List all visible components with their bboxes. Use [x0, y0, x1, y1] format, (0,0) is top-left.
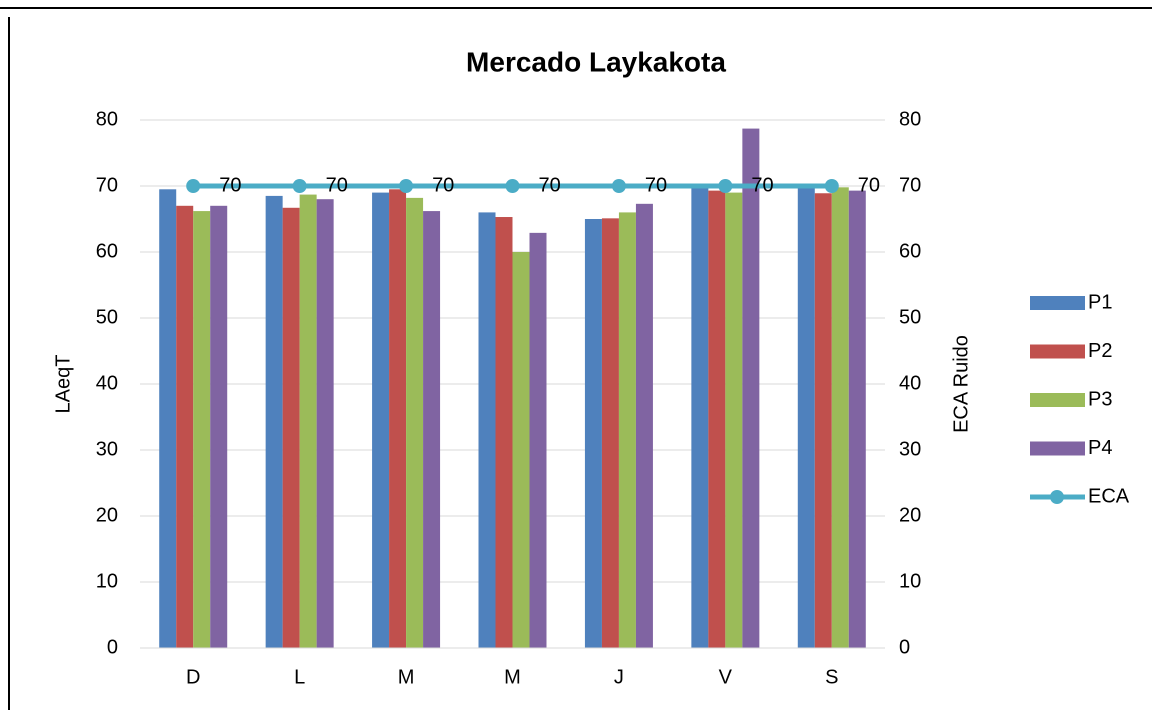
y-tick-label: 80: [96, 108, 118, 130]
legend-label: P4: [1088, 437, 1112, 459]
y2-tick-label: 0: [899, 636, 910, 658]
data-label: 70: [539, 174, 561, 196]
y-axis-title: LAeqT: [52, 355, 74, 414]
y2-tick-label: 70: [899, 174, 921, 196]
y-tick-label: 70: [96, 174, 118, 196]
chart-title: Mercado Laykakota: [466, 46, 726, 77]
y2-tick-label: 30: [899, 438, 921, 460]
legend-swatch: [1030, 344, 1085, 359]
x-tick-label: M: [504, 666, 521, 688]
y2-tick-label: 10: [899, 570, 921, 592]
y2-axis-title: ECA Ruido: [950, 335, 972, 433]
y2-tick-label: 50: [899, 306, 921, 328]
line-marker: [399, 179, 414, 193]
bar: [601, 218, 619, 648]
legend-label: ECA: [1088, 485, 1130, 507]
y2-tick-label: 40: [899, 372, 921, 394]
bar: [708, 190, 726, 648]
bar: [210, 205, 228, 649]
data-label: 70: [432, 174, 454, 196]
y-tick-label: 0: [107, 636, 118, 658]
line-marker: [292, 179, 307, 193]
line-marker: [505, 179, 520, 193]
data-label: 70: [858, 174, 880, 196]
bar: [282, 207, 300, 648]
line-marker: [824, 179, 839, 193]
bar: [831, 187, 849, 648]
bar: [529, 232, 547, 649]
legend-swatch: [1030, 441, 1085, 456]
line-marker: [186, 179, 201, 193]
bar: [316, 199, 334, 648]
bar: [848, 190, 866, 648]
legend-label: P1: [1088, 291, 1112, 313]
bar: [797, 187, 815, 648]
bar: [372, 192, 390, 648]
bar: [406, 197, 424, 648]
legend-label: P2: [1088, 340, 1112, 362]
x-tick-label: L: [294, 666, 305, 688]
bar: [635, 203, 653, 648]
bar: [176, 205, 194, 649]
x-tick-label: M: [398, 666, 415, 688]
y-tick-label: 10: [96, 570, 118, 592]
y-tick-label: 30: [96, 438, 118, 460]
bar: [389, 189, 407, 649]
bar: [423, 211, 441, 648]
y-tick-label: 50: [96, 306, 118, 328]
data-label: 70: [751, 174, 773, 196]
bar: [725, 192, 743, 648]
x-tick-label: J: [614, 666, 624, 688]
x-tick-label: V: [719, 666, 733, 688]
y2-tick-label: 20: [899, 504, 921, 526]
x-tick-label: D: [186, 666, 200, 688]
bar: [159, 189, 177, 649]
y-tick-label: 60: [96, 240, 118, 262]
x-tick-label: S: [825, 666, 838, 688]
bar: [618, 212, 636, 648]
bar: [265, 195, 283, 648]
y2-tick-label: 60: [899, 240, 921, 262]
y-tick-label: 40: [96, 372, 118, 394]
legend-swatch: [1030, 393, 1085, 407]
bar: [742, 128, 760, 648]
data-label: 70: [645, 174, 667, 196]
bar: [478, 212, 496, 648]
data-label: 70: [219, 174, 241, 196]
legend-label: P3: [1088, 388, 1112, 410]
legend-swatch: [1050, 490, 1064, 504]
bar: [814, 193, 832, 648]
bar: [691, 187, 709, 648]
line-marker: [718, 179, 733, 193]
bar: [299, 194, 317, 648]
line-marker: [611, 179, 626, 193]
bar: [193, 211, 211, 648]
y-tick-label: 20: [96, 504, 118, 526]
legend-swatch: [1030, 296, 1085, 310]
bar: [512, 252, 530, 648]
data-label: 70: [326, 174, 348, 196]
y2-tick-label: 80: [899, 108, 921, 130]
bar: [584, 219, 602, 648]
bar: [495, 217, 513, 648]
